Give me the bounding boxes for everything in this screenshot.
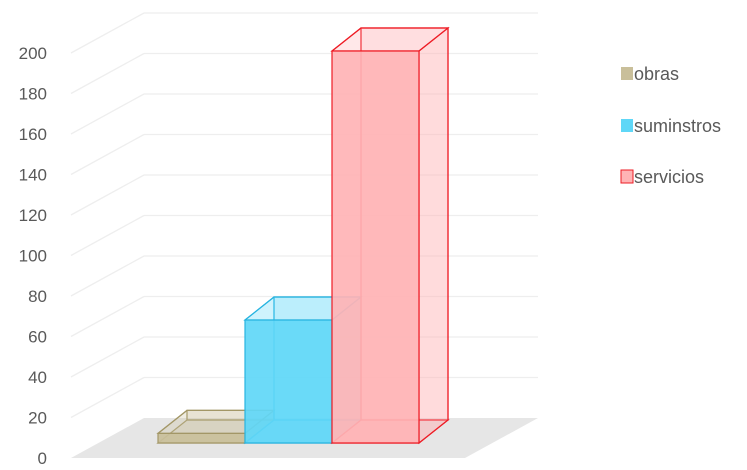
bars — [156, 26, 450, 445]
legend-item-obras: obras — [621, 64, 679, 84]
legend: obras suminstros servicios — [620, 64, 721, 187]
gridline-side — [70, 174, 145, 216]
gridline-side — [70, 12, 145, 54]
legend-label: suminstros — [634, 116, 721, 136]
gridline-side — [70, 93, 145, 135]
y-axis: 0 20 40 60 80 100 120 140 160 180 200 — [19, 44, 47, 468]
gridline-side — [70, 376, 145, 419]
gridline-side — [70, 336, 145, 378]
y-tick-label: 60 — [28, 328, 47, 347]
y-tick-label: 0 — [38, 449, 47, 468]
gridline-side — [70, 133, 145, 176]
gridline-side — [70, 295, 145, 338]
bar-front-face — [331, 50, 420, 444]
gridline-side — [70, 214, 145, 257]
bar-side-face — [418, 26, 449, 445]
bar-servicios — [330, 26, 450, 445]
legend-swatch — [620, 169, 634, 184]
y-tick-label: 80 — [28, 287, 47, 306]
y-tick-label: 160 — [19, 125, 47, 144]
gridline-side — [70, 52, 145, 95]
y-tick-label: 40 — [28, 368, 47, 387]
legend-label: servicios — [634, 167, 704, 187]
legend-swatch — [621, 67, 633, 80]
y-tick-label: 180 — [19, 85, 47, 104]
bar-front-face — [157, 432, 246, 444]
bar-front-face — [244, 319, 333, 444]
y-tick-label: 120 — [19, 206, 47, 225]
y-tick-label: 200 — [19, 44, 47, 63]
y-tick-label: 140 — [19, 166, 47, 185]
legend-swatch — [621, 119, 633, 132]
y-tick-label: 20 — [28, 409, 47, 428]
gridline-side — [70, 255, 145, 297]
legend-label: obras — [634, 64, 679, 84]
legend-item-servicios: servicios — [620, 167, 704, 187]
y-tick-label: 100 — [19, 247, 47, 266]
legend-item-suminstros: suminstros — [621, 116, 721, 136]
